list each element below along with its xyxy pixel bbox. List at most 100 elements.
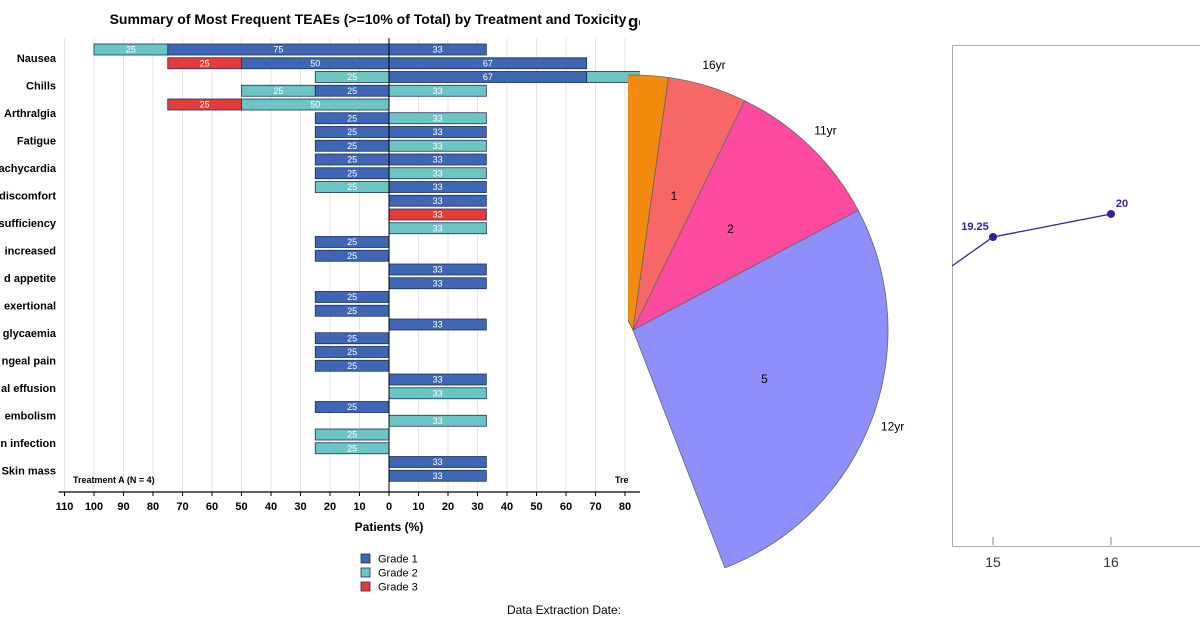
x-tick-label: 60 [206, 501, 218, 513]
bar-value-label: 25 [347, 430, 357, 440]
bar-value-label: 25 [347, 333, 357, 343]
x-tick-label: 70 [176, 501, 188, 513]
line-plot: 19.25 20 [952, 198, 1128, 267]
bar-value-label: 25 [347, 168, 357, 178]
category-label: sufficiency [0, 218, 57, 230]
x-tick-label: 30 [471, 501, 483, 513]
bar-value-label: 33 [433, 223, 443, 233]
bar-value-label: 25 [347, 251, 357, 261]
x-tick-label: 16 [1103, 554, 1119, 570]
category-label: increased [5, 245, 56, 257]
pie-slice [632, 209, 889, 569]
bar-value-label: 33 [433, 155, 443, 165]
x-tick-label: 90 [117, 501, 129, 513]
line-chart-panel [952, 45, 1200, 547]
category-label: embolism [5, 410, 57, 422]
bar-value-label: 33 [433, 265, 443, 275]
bar-segment [167, 57, 242, 70]
bar-value-label: 25 [347, 155, 357, 165]
legend-label: Grade 2 [378, 568, 418, 580]
x-tick-label: 100 [85, 501, 103, 513]
x-tick-label: 110 [56, 501, 74, 513]
category-label: al effusion [1, 383, 56, 395]
bars: 75 25 33 50 25 67 25 67 25 25 33 50 25 25 33 25 33 25 33 25… [93, 43, 640, 482]
pie-chart: 1 16yr 2 11yr 5 12yr [628, 58, 905, 569]
category-labels: Nausea Chills Arthralgia Fatigue achycardia d… [0, 53, 57, 478]
bar-value-label: 67 [483, 72, 493, 82]
bar-value-label: 50 [310, 58, 320, 68]
category-label: glycaemia [3, 328, 57, 340]
bar-value-label: 50 [310, 100, 320, 110]
bar-value-label: 25 [200, 100, 210, 110]
pie-outer-label: 16yr [702, 58, 725, 72]
bar-value-label: 25 [347, 127, 357, 137]
category-label: Chills [26, 80, 56, 92]
category-label: ngeal pain [2, 355, 57, 367]
pie-outer-label: 12yr [881, 420, 904, 434]
point-label: 19.25 [961, 221, 989, 233]
x-axis-title: Patients (%) [355, 520, 424, 534]
line-segment [952, 236, 994, 267]
bar-value-label: 33 [433, 471, 443, 481]
x-tick-label: 80 [147, 501, 159, 513]
category-label: Arthralgia [4, 108, 57, 120]
category-label: Nausea [17, 53, 57, 65]
pie-slice [628, 74, 669, 332]
line-segment [992, 213, 1112, 238]
bar-value-label: 25 [347, 113, 357, 123]
bar-value-label: 33 [433, 278, 443, 288]
bar-value-label: 25 [347, 306, 357, 316]
bar-value-label: 33 [433, 320, 443, 330]
bar-value-label: 25 [347, 443, 357, 453]
bar-value-label: 33 [433, 388, 443, 398]
category-label: Fatigue [17, 135, 56, 147]
x-tick-label: 10 [353, 501, 365, 513]
point-label: 20 [1116, 198, 1128, 210]
pie-value-label: 5 [761, 372, 768, 386]
bar-value-label: 33 [433, 141, 443, 151]
bar-value-label: 33 [433, 416, 443, 426]
bar-value-label: 25 [347, 361, 357, 371]
x-tick-label: 20 [442, 501, 454, 513]
pie-labels: 1 16yr 2 11yr 5 12yr [671, 58, 905, 434]
bar-value-label: 25 [347, 292, 357, 302]
legend-label: Grade 1 [378, 554, 418, 566]
bar-value-label: 33 [433, 196, 443, 206]
x-tick-label: 30 [294, 501, 306, 513]
pie-value-label: 1 [671, 189, 678, 203]
x-tick-label: 50 [530, 501, 542, 513]
category-label: Skin mass [2, 465, 56, 477]
bar-value-label: 33 [433, 86, 443, 96]
legend-swatch [360, 553, 371, 564]
bar-value-label: 25 [347, 182, 357, 192]
bar-value-label: 25 [347, 86, 357, 96]
bar-value-label: 25 [347, 402, 357, 412]
legend-swatch [360, 581, 371, 592]
bar-value-label: 67 [483, 58, 493, 68]
bar-value-label: 25 [347, 347, 357, 357]
bar-value-label: 25 [200, 58, 210, 68]
category-label: achycardia [0, 163, 57, 175]
category-label: n infection [0, 438, 56, 450]
x-tick-label: 60 [560, 501, 572, 513]
bar-value-label: 33 [433, 182, 443, 192]
line-point [1107, 209, 1115, 218]
bar-value-label: 25 [347, 141, 357, 151]
x-tick-label: 15 [985, 554, 1001, 570]
category-label: discomfort [0, 190, 56, 202]
x-tick-label: 10 [412, 501, 424, 513]
bar-value-label: 33 [433, 168, 443, 178]
legend-label: Grade 3 [378, 582, 418, 594]
right-group-label: Tre [615, 475, 629, 485]
bar-value-label: 25 [126, 45, 136, 55]
x-tick-label: 80 [619, 501, 631, 513]
bar-value-label: 33 [433, 45, 443, 55]
bar-value-label: 33 [433, 375, 443, 385]
pie-slice [632, 100, 859, 331]
x-tick-label: 70 [589, 501, 601, 513]
line-x-axis: 15 16 [985, 537, 1119, 570]
bar-value-label: 25 [347, 72, 357, 82]
x-tick-label: 0 [386, 501, 392, 513]
legend: Grade 1 Grade 2 Grade 3 [360, 553, 418, 594]
